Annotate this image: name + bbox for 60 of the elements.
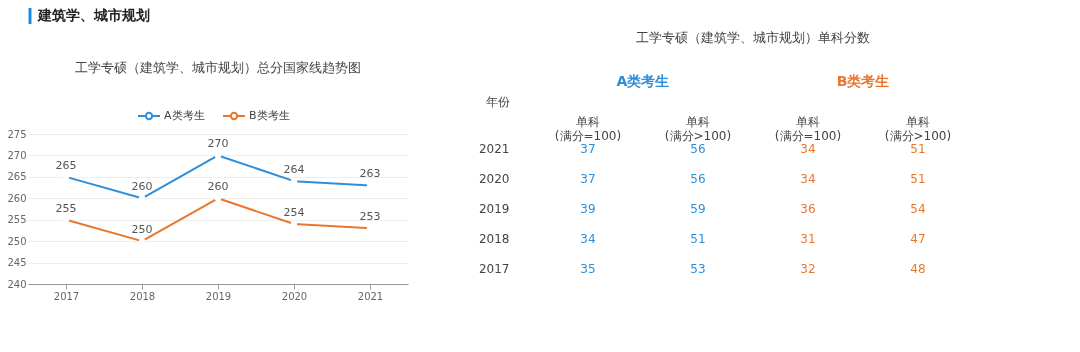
data-label: 37: [580, 142, 596, 156]
y-tick-label: 270: [7, 149, 27, 161]
chart-title: 工学专硕（建筑学、城市规划）总分国家线趋势图: [75, 59, 361, 75]
y-tick-label: 2017: [478, 262, 510, 276]
data-label: 34: [580, 232, 596, 246]
data-label: 34: [800, 172, 816, 186]
data-label: 59: [690, 202, 706, 216]
y-tick-label: 2018: [478, 232, 510, 246]
x-tick-label: 单科 (满分=100): [554, 114, 622, 143]
text: B类考生: [836, 73, 890, 89]
data-label: 31: [800, 232, 816, 246]
data-label: 51: [690, 232, 706, 246]
legend-label: A类考生: [164, 109, 205, 122]
y-tick-label: 240: [7, 278, 27, 290]
x-tick-label: 2018: [129, 290, 156, 302]
data-label: 260: [131, 180, 153, 194]
data-label: 264: [283, 163, 305, 177]
y-axis-title: 年份: [485, 94, 510, 109]
y-tick-label: 265: [7, 171, 27, 183]
data-label: 35: [580, 262, 596, 276]
text: A类考生: [616, 73, 670, 89]
data-label: 54: [910, 202, 926, 216]
data-label: 53: [690, 262, 706, 276]
data-label: 47: [910, 232, 926, 246]
data-label: 263: [359, 167, 381, 181]
y-tick-label: 2020: [478, 172, 510, 186]
y-tick-label: 275: [7, 128, 27, 140]
data-label: 51: [910, 142, 926, 156]
data-label: 250: [131, 223, 153, 237]
data-label: 37: [580, 172, 596, 186]
y-tick-label: 245: [7, 257, 27, 269]
data-label: 39: [580, 202, 596, 216]
data-label: 51: [910, 172, 926, 186]
chart-title: 工学专硕（建筑学、城市规划）单科分数: [636, 30, 870, 45]
x-tick-label: 单科 (满分>100): [884, 114, 952, 143]
data-label: 56: [690, 142, 706, 156]
y-tick-label: 255: [7, 214, 27, 226]
text: 建筑学、城市规划: [37, 7, 150, 23]
data-label: 56: [690, 172, 706, 186]
x-tick-label: 2020: [281, 290, 308, 302]
data-label: 253: [359, 210, 381, 224]
data-label: 270: [207, 137, 229, 151]
y-tick-label: 2019: [478, 202, 510, 216]
y-tick-label: 2021: [478, 142, 510, 156]
x-tick-label: 2017: [53, 290, 80, 302]
data-label: 48: [910, 262, 926, 276]
x-tick-label: 单科 (满分=100): [774, 114, 842, 143]
legend-label: B类考生: [249, 109, 290, 122]
data-label: 32: [800, 262, 816, 276]
y-tick-label: 250: [7, 235, 27, 247]
data-label: 260: [207, 180, 229, 194]
data-label: 36: [800, 202, 816, 216]
data-label: 265: [55, 158, 77, 172]
x-tick-label: 2021: [357, 290, 384, 302]
data-label: 34: [800, 142, 816, 156]
data-label: 255: [55, 201, 77, 215]
data-label: 254: [283, 206, 305, 219]
y-tick-label: 260: [7, 192, 27, 204]
x-tick-label: 2019: [205, 290, 232, 302]
x-tick-label: 单科 (满分>100): [664, 114, 732, 143]
